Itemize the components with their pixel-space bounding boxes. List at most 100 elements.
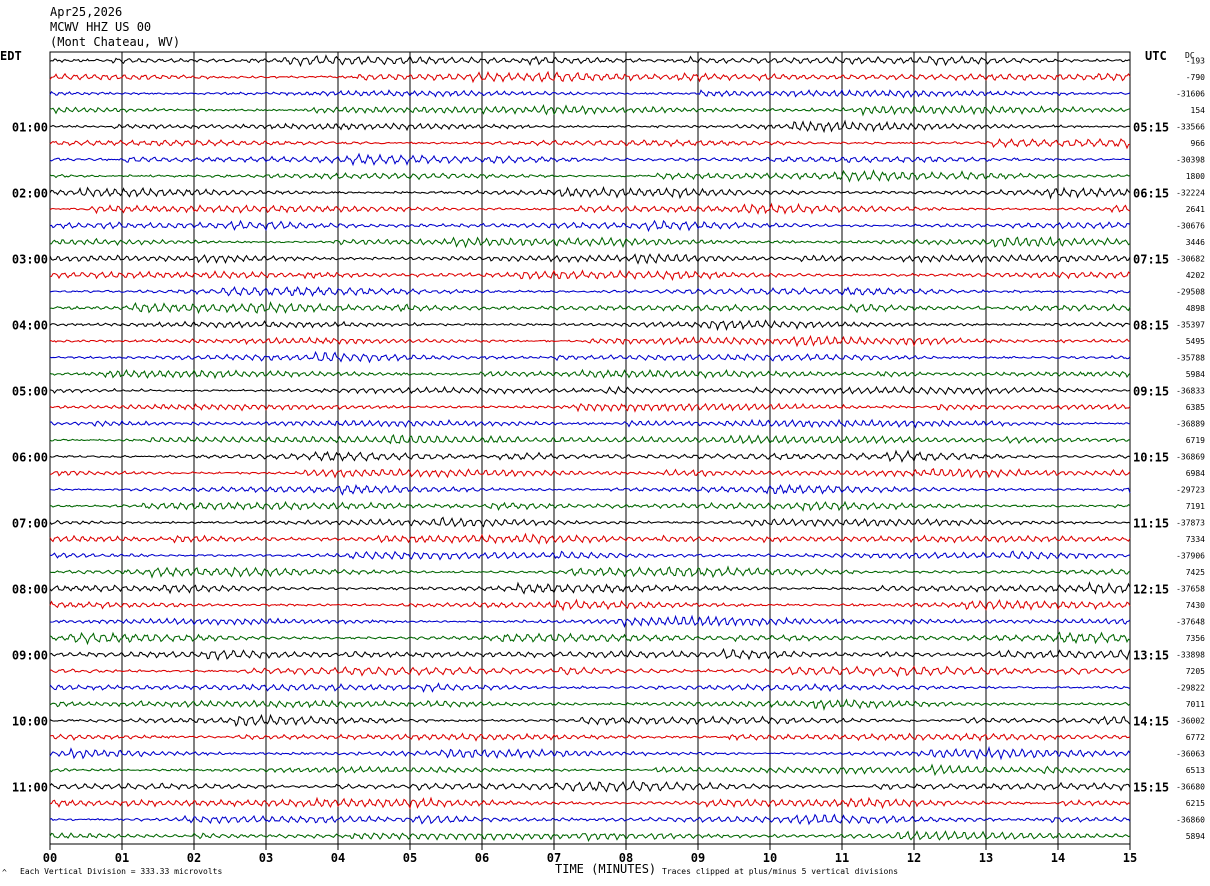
right-hour-label: 11:15 <box>1133 517 1169 531</box>
right-hour-label: 13:15 <box>1133 649 1169 663</box>
trace-line <box>49 70 1131 84</box>
dc-offset-label: -37906 <box>1176 552 1205 561</box>
dc-offset-label: -36860 <box>1176 816 1205 825</box>
trace-line <box>49 516 1131 528</box>
x-tick-label: 04 <box>331 851 345 865</box>
trace-line <box>49 300 1131 315</box>
dc-offset-label: -37658 <box>1176 585 1205 594</box>
right-hour-label: 09:15 <box>1133 385 1169 399</box>
right-hour-label: 12:15 <box>1133 583 1169 597</box>
dc-offset-label: -35397 <box>1176 321 1205 330</box>
date-label: Apr25,2026 <box>50 5 122 19</box>
scale-glyph: ^ <box>2 868 7 877</box>
dc-offset-label: -33898 <box>1176 651 1205 660</box>
left-hour-label: 08:00 <box>12 583 48 597</box>
trace-line <box>50 418 1131 429</box>
trace-line <box>49 483 1131 496</box>
dc-offset-label: -32224 <box>1176 189 1205 198</box>
dc-label: DC <box>1185 51 1195 60</box>
right-hour-label: 08:15 <box>1133 319 1169 333</box>
trace-line <box>49 665 1131 678</box>
dc-offset-label: 5984 <box>1186 370 1205 379</box>
dc-offset-label: -33566 <box>1176 123 1205 132</box>
left-hour-label: 10:00 <box>12 715 48 729</box>
seismic-traces <box>49 54 1131 842</box>
right-hour-label: 15:15 <box>1133 781 1169 795</box>
trace-line <box>49 368 1131 380</box>
dc-offset-label: 7205 <box>1186 667 1205 676</box>
trace-line <box>49 732 1131 742</box>
x-tick-label: 01 <box>115 851 129 865</box>
x-tick-label: 11 <box>835 851 849 865</box>
trace-line <box>49 449 1131 463</box>
x-tick-label: 06 <box>475 851 489 865</box>
trace-line <box>49 186 1131 200</box>
dc-offset-label: 6215 <box>1186 799 1205 808</box>
trace-line <box>49 269 1131 281</box>
trace-line <box>49 88 1131 99</box>
dc-offset-label: 5495 <box>1186 337 1205 346</box>
trace-line <box>49 169 1131 183</box>
dc-offset-labels: -193 -790 -31606 154 -33566 966 -30398 1800 -322… <box>1176 57 1205 842</box>
x-tick-label: 05 <box>403 851 417 865</box>
dc-offset-label: -30676 <box>1176 222 1205 231</box>
trace-line <box>49 796 1131 810</box>
trace-line <box>49 319 1131 332</box>
left-hour-label: 01:00 <box>12 121 48 135</box>
dc-offset-label: -31606 <box>1176 90 1205 99</box>
trace-line <box>49 698 1131 712</box>
left-hour-label: 06:00 <box>12 451 48 465</box>
x-tick-label: 13 <box>979 851 993 865</box>
left-hour-labels: 01:00 02:00 03:00 04:00 05:00 06:00 07:00 08:00… <box>12 121 48 795</box>
trace-line <box>49 631 1131 646</box>
x-tick-label: 07 <box>547 851 561 865</box>
trace-line <box>49 350 1131 364</box>
trace-line <box>49 286 1131 297</box>
left-hour-label: 05:00 <box>12 385 48 399</box>
trace-line <box>49 745 1131 761</box>
x-tick-label: 00 <box>43 851 57 865</box>
dc-offset-label: -36063 <box>1176 750 1205 759</box>
right-hour-label: 05:15 <box>1133 121 1169 135</box>
trace-line <box>49 219 1131 233</box>
dc-offset-label: 966 <box>1191 139 1206 148</box>
dc-offset-label: -36002 <box>1176 717 1205 726</box>
trace-line <box>49 532 1131 545</box>
dc-offset-label: 3446 <box>1186 238 1205 247</box>
dc-offset-label: 154 <box>1191 106 1206 115</box>
x-tick-label: 09 <box>691 851 705 865</box>
trace-line <box>49 565 1131 579</box>
dc-offset-label: 6385 <box>1186 403 1205 412</box>
trace-line <box>49 152 1131 167</box>
dc-offset-label: 6772 <box>1186 733 1205 742</box>
dc-offset-label: 6984 <box>1186 469 1205 478</box>
dc-offset-label: -37873 <box>1176 519 1205 528</box>
dc-offset-label: -30682 <box>1176 255 1205 264</box>
trace-line <box>49 202 1131 215</box>
dc-offset-label: -35788 <box>1176 354 1205 363</box>
dc-offset-label: -36680 <box>1176 783 1205 792</box>
right-hour-label: 14:15 <box>1133 715 1169 729</box>
left-timezone-label: EDT <box>0 49 22 63</box>
trace-line <box>49 434 1131 445</box>
x-tick-label: 15 <box>1123 851 1137 865</box>
trace-line <box>49 385 1131 396</box>
left-hour-label: 02:00 <box>12 187 48 201</box>
dc-offset-label: 4202 <box>1186 271 1205 280</box>
trace-line <box>49 103 1131 117</box>
dc-offset-label: -29508 <box>1176 288 1205 297</box>
dc-offset-label: -29723 <box>1176 486 1205 495</box>
time-gridlines <box>49 52 1131 850</box>
x-tick-label: 12 <box>907 851 921 865</box>
scale-note: Each Vertical Division = 333.33 microvol… <box>20 867 222 876</box>
dc-offset-label: -36889 <box>1176 420 1205 429</box>
trace-line <box>49 780 1131 793</box>
trace-line <box>49 137 1131 150</box>
dc-offset-label: 7356 <box>1186 634 1205 643</box>
location-label: (Mont Chateau, WV) <box>50 35 180 49</box>
station-label: MCWV HHZ US 00 <box>50 20 151 34</box>
trace-line <box>49 468 1131 479</box>
dc-offset-label: 7334 <box>1186 535 1205 544</box>
dc-offset-label: 5894 <box>1186 832 1205 841</box>
x-tick-label: 02 <box>187 851 201 865</box>
